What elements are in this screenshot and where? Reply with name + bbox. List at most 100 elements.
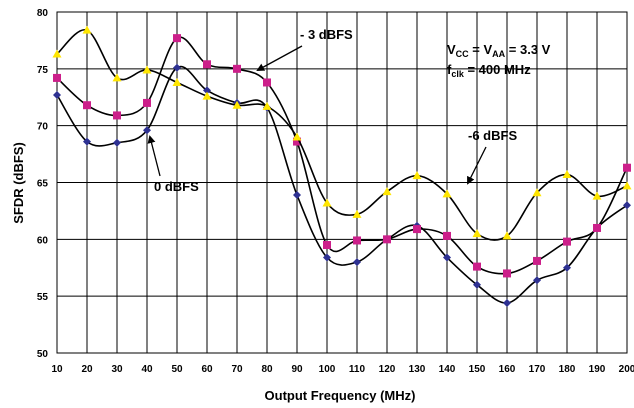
data-point-0dbfs <box>533 276 541 285</box>
x-tick-label: 100 <box>319 364 336 375</box>
data-point-0dbfs <box>503 298 511 307</box>
x-tick-label: 90 <box>291 364 303 375</box>
data-point-3dbfs <box>293 137 301 146</box>
x-tick-label: 190 <box>589 364 606 375</box>
data-point-6dbfs <box>262 101 272 110</box>
data-point-6dbfs <box>52 49 62 58</box>
y-tick-label: 70 <box>37 122 49 133</box>
data-point-6dbfs <box>232 100 242 109</box>
x-tick-label: 40 <box>141 364 153 375</box>
data-point-3dbfs <box>623 163 631 172</box>
x-tick-label: 110 <box>349 364 366 375</box>
x-tick-label: 70 <box>231 364 243 375</box>
grid <box>56 11 628 354</box>
data-point-3dbfs <box>503 269 511 278</box>
data-point-3dbfs <box>443 231 451 240</box>
annotation-3dbfs-label: - 3 dBFS <box>300 27 353 42</box>
x-tick-label: 140 <box>439 364 456 375</box>
data-point-6dbfs <box>442 189 452 198</box>
data-point-0dbfs <box>53 90 61 99</box>
data-point-0dbfs <box>83 137 91 146</box>
conditions-text: VCC = VAA = 3.3 V fclk = 400 MHz <box>447 42 551 79</box>
x-tick-label: 80 <box>261 364 273 375</box>
data-point-3dbfs <box>173 34 181 43</box>
data-point-3dbfs <box>233 64 241 73</box>
data-point-0dbfs <box>443 253 451 262</box>
y-tick-label: 55 <box>37 292 49 303</box>
data-point-6dbfs <box>382 187 392 196</box>
annotation-0dbfs-arrow <box>147 135 161 177</box>
x-tick-label: 160 <box>499 364 516 375</box>
x-tick-label: 170 <box>529 364 546 375</box>
data-point-0dbfs <box>353 258 361 267</box>
data-point-3dbfs <box>563 237 571 246</box>
data-point-0dbfs <box>143 126 151 135</box>
data-point-0dbfs <box>113 138 121 147</box>
data-point-0dbfs <box>563 263 571 272</box>
data-point-0dbfs <box>323 253 331 262</box>
data-point-0dbfs <box>173 63 181 72</box>
series-line-6dbfs <box>56 29 628 241</box>
x-tick-label: 180 <box>559 364 576 375</box>
y-tick-label: 75 <box>37 65 49 76</box>
data-point-3dbfs <box>593 223 601 232</box>
data-point-6dbfs <box>562 170 572 179</box>
series-group <box>52 25 632 307</box>
x-tick-label: 200 <box>619 364 634 375</box>
annotation-3dbfs-arrow <box>256 45 303 71</box>
data-point-6dbfs <box>502 231 512 240</box>
annotation-6dbfs-label: -6 dBFS <box>468 128 517 143</box>
data-point-3dbfs <box>203 60 211 69</box>
y-tick-label: 60 <box>37 235 49 246</box>
condition-supply-voltage: VCC = VAA = 3.3 V <box>447 42 551 59</box>
annotation-6dbfs: -6 dBFS <box>467 128 517 185</box>
data-point-3dbfs <box>113 111 121 120</box>
data-point-6dbfs <box>472 229 482 238</box>
data-point-3dbfs <box>473 262 481 271</box>
data-point-6dbfs <box>202 91 212 100</box>
data-point-3dbfs <box>383 235 391 244</box>
annotation-6dbfs-arrow <box>467 146 487 185</box>
x-tick-label: 60 <box>201 364 213 375</box>
data-point-6dbfs <box>112 73 122 82</box>
y-tick-label: 80 <box>37 8 49 19</box>
data-point-6dbfs <box>142 65 152 74</box>
data-point-6dbfs <box>412 171 422 180</box>
x-tick-label: 130 <box>409 364 426 375</box>
y-tick-label: 50 <box>37 349 49 360</box>
series-line-0dbfs <box>56 65 628 304</box>
series-6dbfs <box>52 25 632 241</box>
data-point-3dbfs <box>143 98 151 107</box>
data-point-6dbfs <box>592 191 602 200</box>
data-point-3dbfs <box>53 73 61 82</box>
x-tick-label: 120 <box>379 364 396 375</box>
data-point-6dbfs <box>172 77 182 86</box>
y-axis-title: SFDR (dBFS) <box>11 142 26 224</box>
data-point-6dbfs <box>322 198 332 207</box>
data-point-0dbfs <box>203 86 211 95</box>
data-point-0dbfs <box>293 191 301 200</box>
annotation-0dbfs: 0 dBFS <box>147 135 199 194</box>
data-point-3dbfs <box>413 225 421 234</box>
annotation-3dbfs: - 3 dBFS <box>256 27 353 71</box>
data-point-3dbfs <box>263 78 271 87</box>
data-point-3dbfs <box>353 236 361 245</box>
x-tick-label: 50 <box>171 364 183 375</box>
y-tick-label: 65 <box>37 179 49 190</box>
data-point-6dbfs <box>352 209 362 218</box>
data-point-6dbfs <box>532 188 542 197</box>
x-tick-label: 20 <box>81 364 93 375</box>
series-3dbfs <box>53 34 631 278</box>
data-point-0dbfs <box>473 280 481 289</box>
series-line-3dbfs <box>56 36 628 275</box>
data-point-6dbfs <box>82 25 92 34</box>
data-point-3dbfs <box>323 241 331 250</box>
condition-clock-frequency: fclk = 400 MHz <box>447 62 531 79</box>
x-tick-label: 30 <box>111 364 123 375</box>
annotation-0dbfs-label: 0 dBFS <box>154 179 199 194</box>
x-axis-title: Output Frequency (MHz) <box>265 388 416 403</box>
data-point-3dbfs <box>83 101 91 110</box>
data-point-6dbfs <box>622 181 632 190</box>
y-axis-ticks: 50 55 60 65 70 75 80 <box>37 8 49 360</box>
